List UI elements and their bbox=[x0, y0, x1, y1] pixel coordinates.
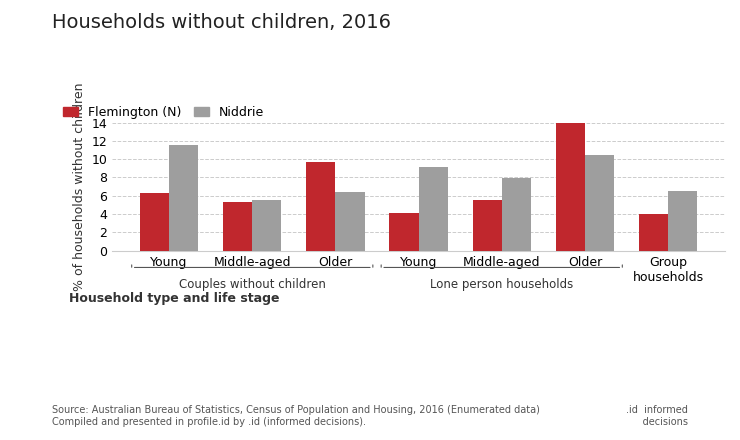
Bar bbox=[140, 193, 169, 251]
Y-axis label: % of households without children: % of households without children bbox=[73, 82, 86, 291]
Text: Source: Australian Bureau of Statistics, Census of Population and Housing, 2016 : Source: Australian Bureau of Statistics,… bbox=[52, 405, 539, 427]
Bar bbox=[419, 168, 448, 251]
Bar bbox=[223, 202, 252, 251]
Bar bbox=[306, 162, 335, 251]
Bar bbox=[169, 146, 198, 251]
Bar bbox=[252, 200, 281, 251]
Text: Household type and life stage: Household type and life stage bbox=[70, 292, 280, 305]
Text: Households without children, 2016: Households without children, 2016 bbox=[52, 13, 391, 32]
Text: Lone person households: Lone person households bbox=[430, 278, 574, 291]
Bar bbox=[473, 200, 502, 251]
Bar bbox=[556, 124, 585, 251]
Text: Couples without children: Couples without children bbox=[179, 278, 326, 291]
Bar bbox=[668, 191, 697, 251]
Bar bbox=[389, 213, 419, 251]
Bar bbox=[639, 214, 668, 251]
Legend: Flemington (N), Niddrie: Flemington (N), Niddrie bbox=[63, 106, 264, 119]
Bar bbox=[585, 154, 614, 251]
Text: .id  informed
     decisions: .id informed decisions bbox=[626, 405, 688, 427]
Bar bbox=[502, 178, 531, 251]
Bar bbox=[335, 192, 365, 251]
